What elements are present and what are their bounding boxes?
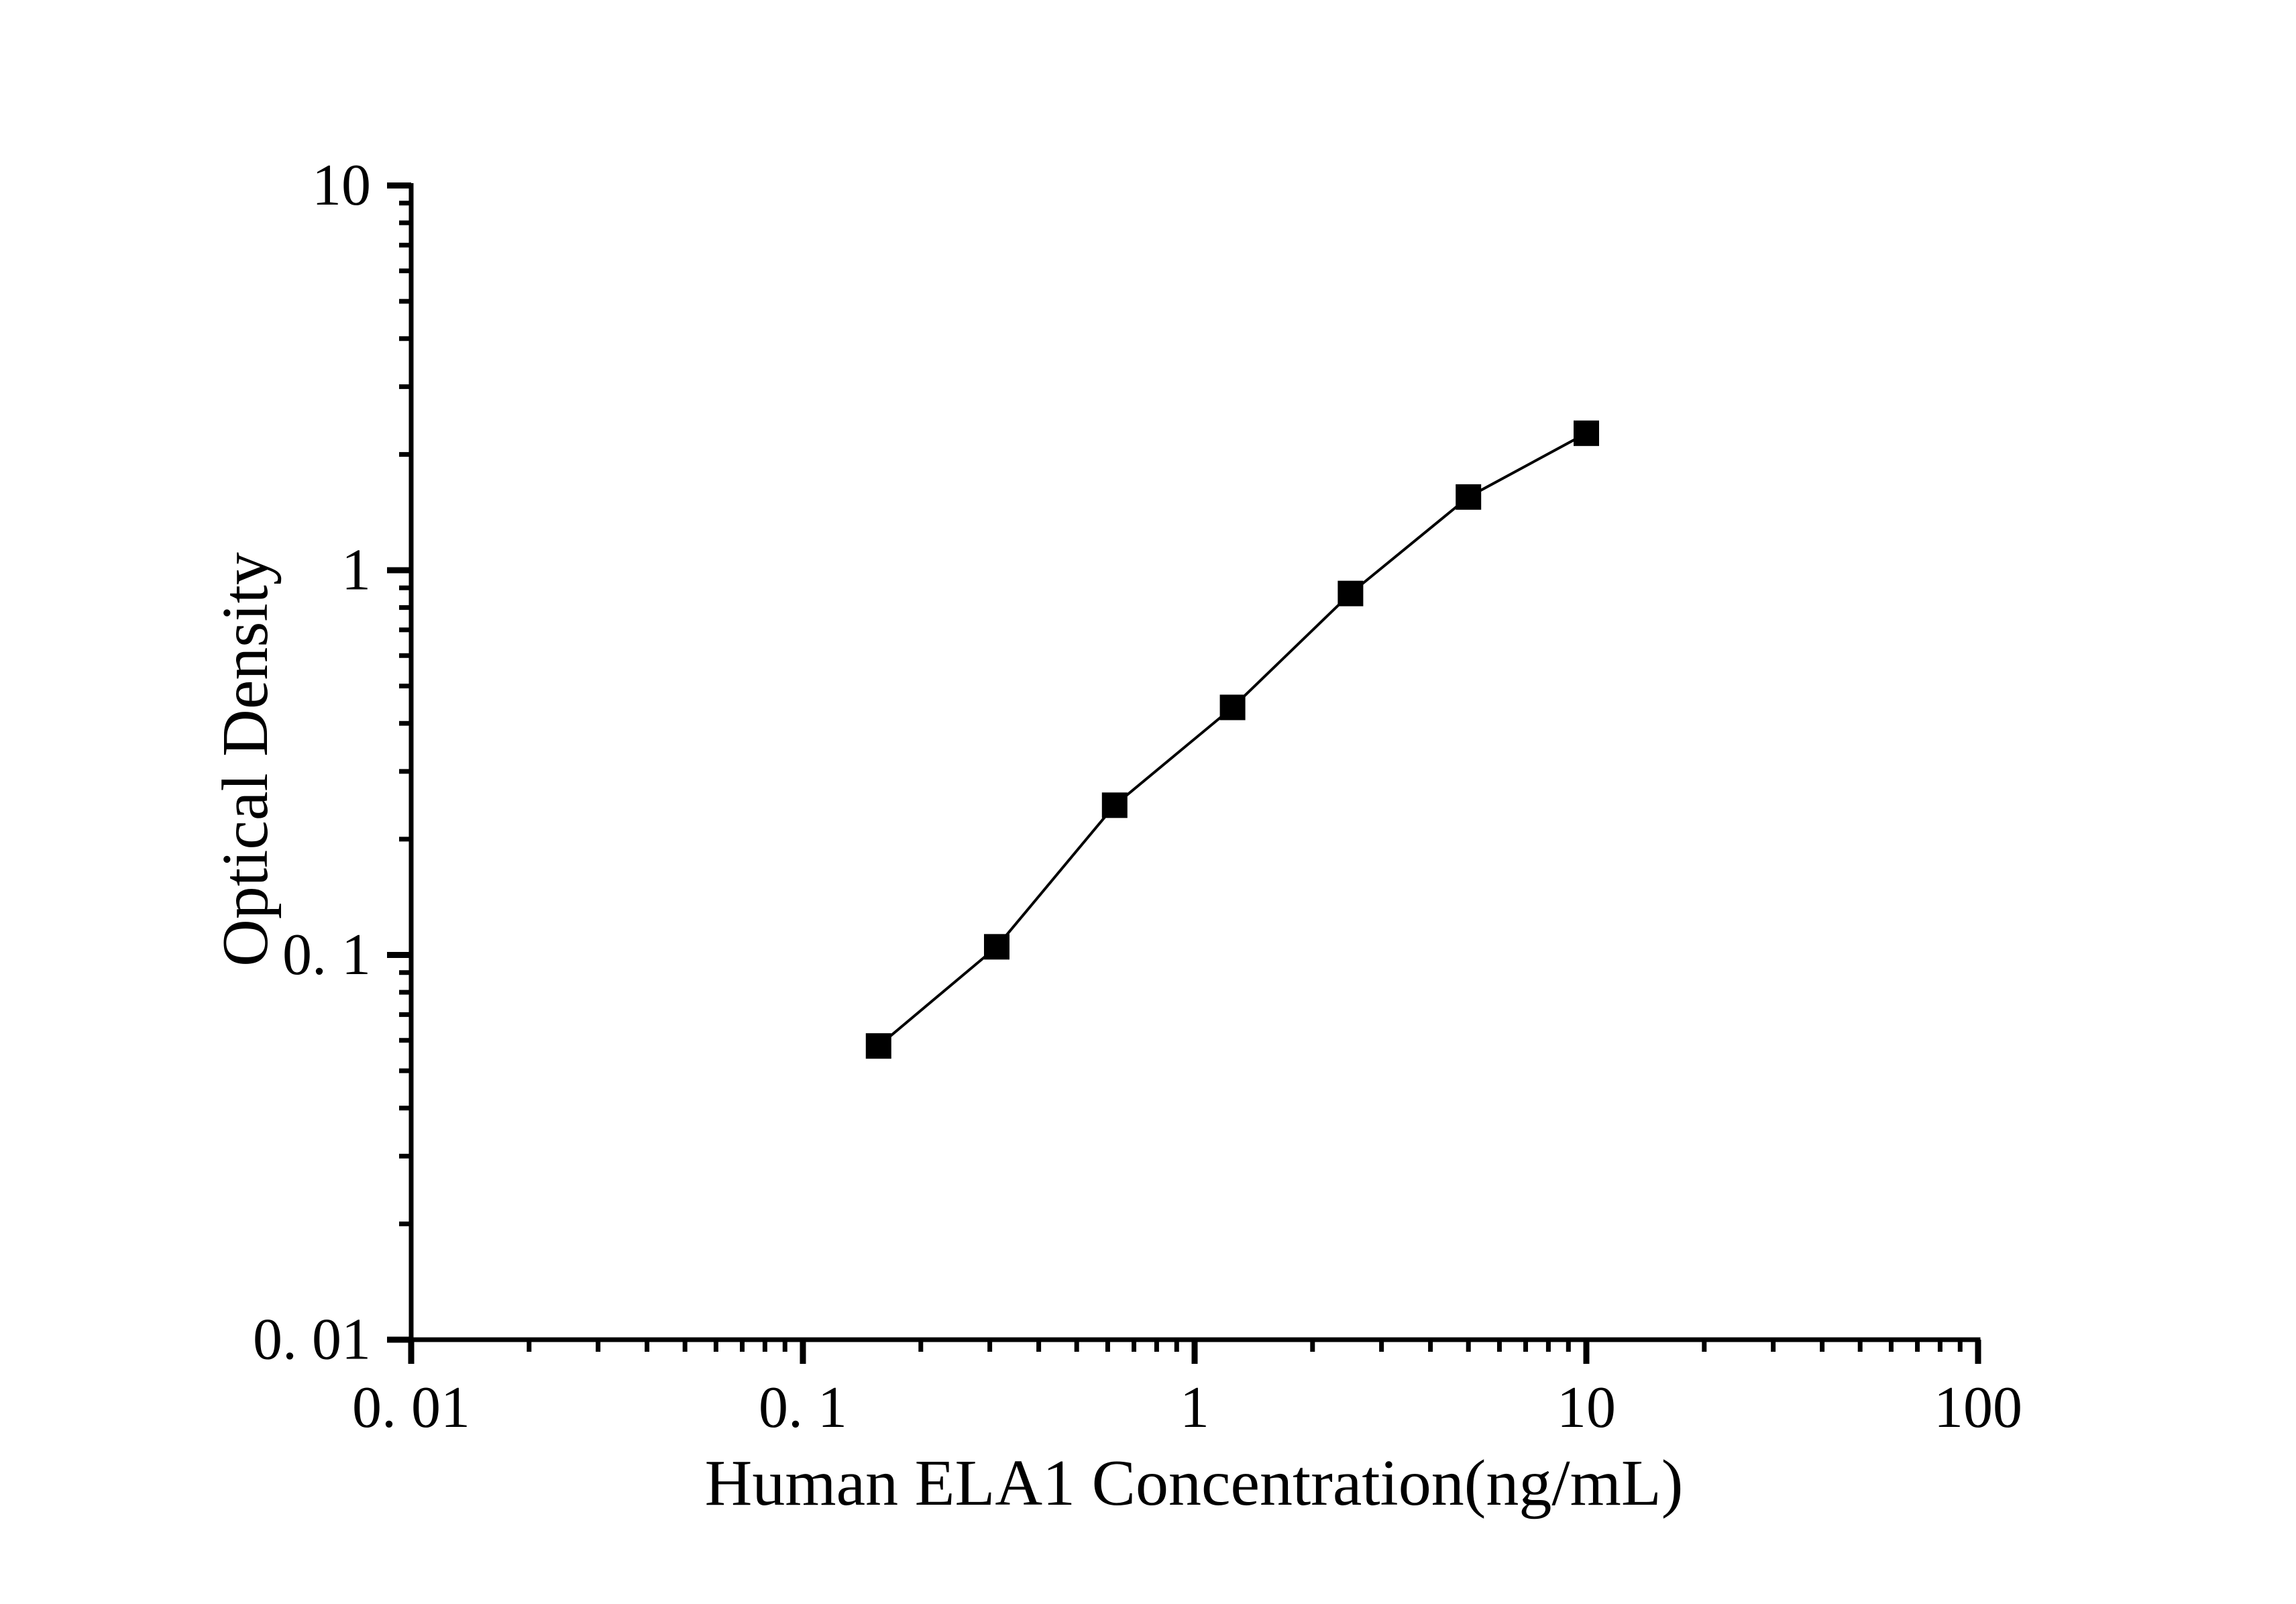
axes-layer xyxy=(408,183,1981,1342)
y-tick-label: 10 xyxy=(312,153,371,218)
labels-layer: Human ELA1 Concentration(ng/mL) Optical … xyxy=(209,153,2022,1519)
y-tick-label: 0. 1 xyxy=(282,922,371,987)
data-point-marker xyxy=(1337,580,1364,606)
data-series xyxy=(865,420,1599,1059)
y-tick-label: 0. 01 xyxy=(253,1307,371,1373)
x-axis-title: Human ELA1 Concentration(ng/mL) xyxy=(705,1447,1684,1519)
data-point-marker xyxy=(1219,694,1246,720)
x-tick-label: 0. 01 xyxy=(352,1375,470,1440)
data-point-marker xyxy=(983,934,1009,960)
data-point-marker xyxy=(1101,792,1128,818)
x-tick-label: 100 xyxy=(1934,1375,2022,1440)
data-point-marker xyxy=(1456,484,1482,510)
x-tick-label: 0. 1 xyxy=(759,1375,847,1440)
x-tick-label: 1 xyxy=(1180,1375,1209,1440)
y-axis-title: Optical Density xyxy=(209,552,282,967)
x-tick-label: 10 xyxy=(1557,1375,1616,1440)
y-tick-label: 1 xyxy=(341,538,371,603)
data-point-marker xyxy=(865,1033,891,1059)
ticks-layer xyxy=(387,182,1981,1364)
data-point-marker xyxy=(1574,420,1599,446)
